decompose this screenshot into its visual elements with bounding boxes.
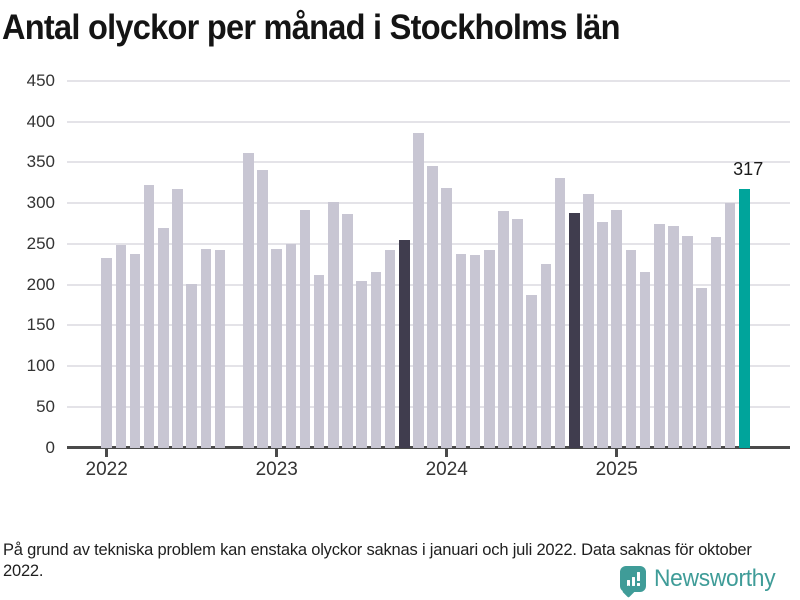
bar-2022-01	[101, 257, 112, 448]
bar-2022-04	[143, 185, 155, 448]
bar-2022-03	[129, 253, 141, 448]
bar-2023-05	[328, 201, 339, 448]
bar-2023-01	[271, 248, 282, 448]
bar-2024-06	[512, 218, 523, 448]
y-axis-label-150: 150	[26, 315, 55, 335]
y-axis-label-0: 0	[45, 437, 55, 457]
bar-2023-12	[427, 165, 438, 448]
y-axis-label-350: 350	[26, 152, 55, 172]
pin-exclamation-icon	[636, 572, 640, 586]
bar-2024-11	[583, 194, 594, 448]
bar-2022-08	[200, 248, 212, 448]
bar-2025-06	[682, 235, 693, 448]
y-axis-label-250: 250	[26, 233, 55, 253]
gridline-400	[67, 120, 790, 123]
bar-2025-02	[625, 249, 637, 448]
bar-2024-07	[526, 295, 537, 448]
x-axis-tick-2024	[445, 449, 448, 457]
bar-2023-06	[342, 213, 353, 448]
bar-2023-03	[299, 209, 311, 448]
bar-2025-04	[653, 224, 665, 448]
footnote-text: På grund av tekniska problem kan enstaka…	[3, 540, 752, 581]
bar-2025-03	[639, 272, 651, 448]
bar-2022-09	[214, 249, 226, 448]
bar-2025-09	[724, 203, 736, 448]
x-axis-label-2023: 2023	[255, 459, 298, 480]
bar-2025-10	[738, 189, 750, 448]
y-axis-label-200: 200	[26, 274, 55, 294]
bar-2022-06	[172, 188, 183, 448]
gridline-450	[67, 79, 790, 82]
y-axis-label-450: 450	[26, 70, 55, 90]
bar-2022-02	[115, 244, 127, 448]
newsworthy-logo: Newsworthy	[620, 565, 782, 593]
bar-2024-10	[568, 213, 580, 448]
bar-2023-10	[398, 239, 410, 448]
newsworthy-wordmark: Newsworthy	[654, 565, 776, 592]
y-axis-label-300: 300	[26, 193, 55, 213]
chart-title: Antal olyckor per månad i Stockholms län	[2, 8, 621, 47]
bar-2025-07	[696, 287, 707, 448]
bar-2024-04	[483, 250, 495, 448]
pin-bar-icon	[626, 580, 630, 586]
current-value-label: 317	[733, 159, 764, 180]
pin-bar-icon	[631, 577, 635, 586]
bar-2024-09	[554, 177, 566, 448]
x-axis-label-2022: 2022	[85, 459, 128, 480]
bar-2022-05	[158, 227, 169, 448]
y-axis-label-400: 400	[26, 111, 55, 131]
x-axis-tick-2025	[615, 449, 618, 457]
bar-2025-01	[611, 209, 622, 448]
bar-2022-07	[186, 283, 197, 448]
bar-2025-05	[668, 226, 679, 448]
bar-2024-03	[469, 255, 481, 448]
bar-2024-08	[540, 263, 552, 448]
bar-2024-02	[455, 253, 467, 448]
y-axis-label-100: 100	[26, 356, 55, 376]
bar-2023-11	[413, 133, 424, 448]
bar-2023-08	[370, 271, 382, 448]
newsworthy-pin-icon	[620, 566, 647, 592]
bar-2022-12	[257, 169, 268, 448]
y-axis-label-50: 50	[36, 396, 55, 416]
bar-2024-05	[498, 211, 509, 448]
bar-2023-07	[356, 280, 367, 448]
bar-2024-12	[597, 221, 608, 448]
gridline-350	[67, 161, 790, 164]
bar-2024-01	[441, 187, 452, 448]
x-axis-label-2025: 2025	[595, 459, 638, 480]
bar-2023-02	[285, 243, 297, 448]
bar-2025-08	[710, 237, 722, 448]
x-axis-tick-2023	[275, 449, 278, 457]
x-axis-tick-2022	[105, 449, 108, 457]
x-axis-label-2024: 2024	[425, 459, 468, 480]
bar-2023-09	[384, 249, 396, 448]
bar-2022-11	[243, 152, 254, 448]
bar-2023-04	[313, 274, 325, 448]
